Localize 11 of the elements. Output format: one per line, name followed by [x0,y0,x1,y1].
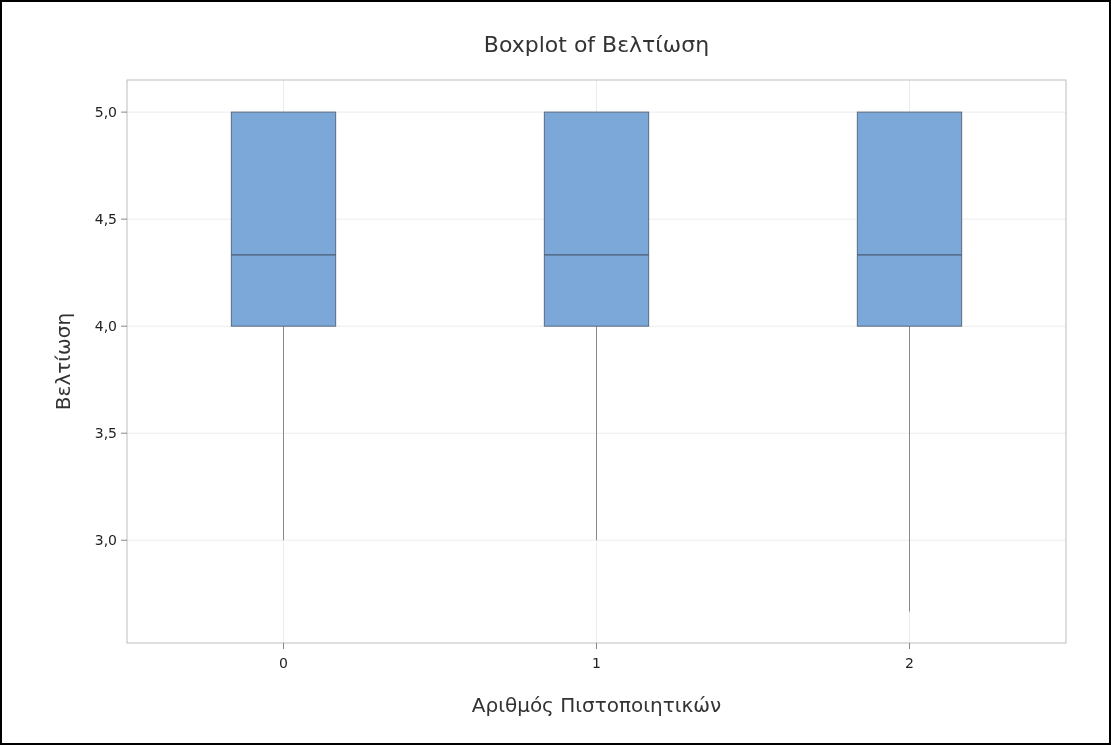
y-tick-label: 3,0 [94,532,117,549]
chart-title: Boxplot of Βελτίωση [483,32,710,57]
x-tick-label: 2 [905,655,914,671]
y-tick-label: 4,5 [94,211,117,228]
x-tick-label: 1 [592,655,601,671]
y-tick-label: 3,5 [94,425,117,442]
y-axis-title: Βελτίωση [51,312,75,411]
y-tick-label: 4,0 [94,318,117,335]
y-tick-label: 5,0 [94,104,117,121]
x-axis-title: Αριθμός Πιστοποιητικών [471,693,722,717]
x-tick-label: 0 [279,655,288,671]
